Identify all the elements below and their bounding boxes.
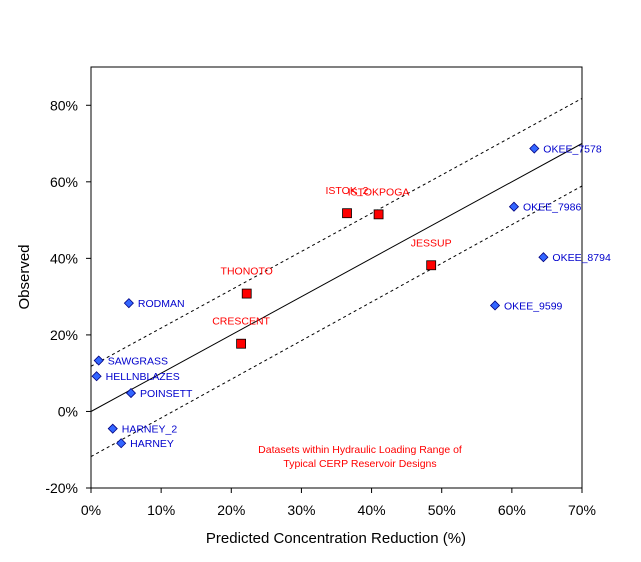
y-tick-label: 80% xyxy=(50,97,78,113)
x-axis-title: Predicted Concentration Reduction (%) xyxy=(206,530,466,547)
point-label: OKEE_8794 xyxy=(552,252,611,264)
point-label: ISTOK_2 xyxy=(326,185,369,197)
diamond-marker xyxy=(93,355,104,366)
diamond-marker xyxy=(116,438,127,449)
point-label: POINSETT xyxy=(140,388,193,400)
diamond-marker xyxy=(125,388,137,399)
square-marker xyxy=(236,338,247,349)
diamond-marker xyxy=(107,423,118,434)
y-tick-label: 40% xyxy=(50,250,78,266)
point-labels: OKEE_7578 OKEE_7986 OKEE_8794 OKEE_9599 RODM… xyxy=(106,144,611,451)
diamond-marker xyxy=(91,371,102,382)
point-label: OKEE_7986 xyxy=(523,202,582,214)
x-tick-label: 10% xyxy=(147,502,175,518)
y-tick-label: 0% xyxy=(58,403,78,419)
diamond-marker xyxy=(123,298,134,309)
point-label: SAWGRASS xyxy=(108,356,168,368)
x-tick-label: 30% xyxy=(287,502,315,518)
square-marker xyxy=(373,209,384,220)
y-tick-label: 20% xyxy=(50,327,78,343)
point-label: THONOTO xyxy=(221,266,273,278)
diamond-marker xyxy=(529,143,540,154)
square-marker xyxy=(342,208,352,219)
diamond-marker xyxy=(489,300,501,311)
x-tick-label: 50% xyxy=(428,502,456,518)
x-tick-label: 20% xyxy=(217,502,245,518)
x-tick-label: 70% xyxy=(568,502,596,518)
square-marker xyxy=(241,288,252,299)
diamond-marker xyxy=(508,201,520,212)
data-points xyxy=(91,143,549,449)
point-label: HARNEY xyxy=(130,438,174,450)
point-label: HARNEY_2 xyxy=(122,424,178,436)
fit-lines xyxy=(90,97,583,458)
point-label: OKEE_9599 xyxy=(504,300,563,312)
point-label: OKEE_7578 xyxy=(543,144,602,156)
point-label: ISTOKPOGA xyxy=(348,186,410,198)
point-label: HELLNBLAZES xyxy=(106,371,180,383)
point-label: RODMAN xyxy=(138,298,185,310)
annotation-line-2: Typical CERP Reservoir Designs xyxy=(283,458,436,470)
annotation-line-1: Datasets within Hydraulic Loading Range … xyxy=(258,444,462,456)
x-tick-label: 0% xyxy=(81,502,101,518)
one-to-one-line xyxy=(90,143,583,412)
y-tick-label: -20% xyxy=(45,480,78,496)
point-label: JESSUP xyxy=(411,237,452,249)
diamond-marker xyxy=(538,252,549,263)
x-tick-label: 40% xyxy=(358,502,386,518)
y-tick-label: 60% xyxy=(50,174,78,190)
axis-ticks: 0% 10% 20% 30% 40% 50% 60% 70%-20%0%20%40%60%80… xyxy=(45,97,596,518)
y-axis-title: Observed xyxy=(16,244,33,309)
point-label: CRESCENT xyxy=(212,316,270,328)
square-marker xyxy=(426,260,437,271)
x-tick-label: 60% xyxy=(498,502,526,518)
